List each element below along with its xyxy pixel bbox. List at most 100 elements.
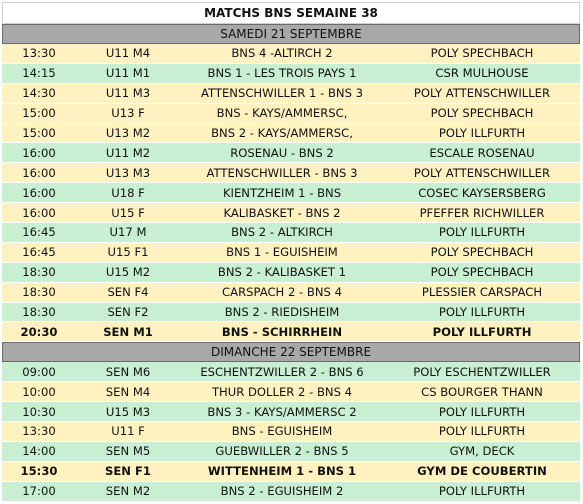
- match-row: 18:30 SEN F2 BNS 2 - RIEDISHEIM POLY ILLFUR…: [2, 302, 580, 323]
- match-venue: POLY SPECHBACH: [430, 46, 534, 61]
- match-time: 10:30: [22, 404, 56, 419]
- match-venue: POLY ILLFURTH: [438, 305, 526, 320]
- match-category: SEN F1: [105, 464, 151, 479]
- match-row: 10:00 SEN M4 THUR DOLLER 2 - BNS 4 CS BOURG…: [2, 382, 580, 403]
- match-venue: POLY ILLFURTH: [432, 324, 532, 339]
- match-row: 16:00 U18 F KIENTZHEIM 1 - BNS COSEC KAYSER…: [2, 183, 580, 204]
- match-category: SEN M1: [103, 324, 153, 339]
- match-venue: POLY ATTENSCHWILLER: [413, 165, 551, 180]
- match-category: SEN M2: [105, 484, 151, 499]
- match-row: 16:00 U13 M3 ATTENSCHWILLER - BNS 3 POLY AT…: [2, 163, 580, 184]
- match-time: 18:30: [22, 285, 56, 300]
- day-header: DIMANCHE 22 SEPTEMBRE: [2, 342, 580, 363]
- match-teams: ATTENSCHWILLER 1 - BNS 3: [200, 86, 363, 101]
- match-venue: GYM DE COUBERTIN: [417, 464, 547, 479]
- match-time: 16:45: [22, 225, 56, 240]
- match-category: U13 M2: [105, 126, 151, 140]
- match-category: U18 F: [111, 185, 145, 200]
- match-teams: ATTENSCHWILLER - BNS 3: [206, 165, 358, 180]
- match-venue: POLY ILLFURTH: [438, 404, 526, 419]
- match-teams: BNS 1 - EGUISHEIM: [226, 245, 338, 260]
- match-venue: CSR MULHOUSE: [435, 66, 529, 81]
- match-row: 15:00 U13 F BNS - KAYS/AMMERSC, POLY SPECHB…: [2, 103, 580, 124]
- match-time: 09:00: [22, 364, 56, 379]
- match-venue: POLY ILLFURTH: [438, 126, 526, 140]
- match-teams: KALIBASKET - BNS 2: [223, 205, 341, 220]
- match-row: 09:00 SEN M6 ESCHENTZWILLER 2 - BNS 6 POLY …: [2, 362, 580, 383]
- match-venue: PFEFFER RICHWILLER: [419, 205, 545, 220]
- match-teams: BNS 2 - ALTKIRCH: [231, 225, 333, 240]
- match-time: 16:00: [22, 165, 56, 180]
- match-time: 14:30: [22, 86, 56, 101]
- match-teams: BNS 2 - KALIBASKET 1: [217, 265, 347, 280]
- match-row: 15:30 SEN F1 WITTENHEIM 1 - BNS 1 GYM DE CO…: [2, 461, 580, 482]
- match-teams: BNS 3 - KAYS/AMMERSC 2: [207, 404, 357, 419]
- match-venue: POLY SPECHBACH: [430, 265, 534, 280]
- match-row: 13:30 U11 M4 BNS 4 -ALTIRCH 2 POLY SPECHBAC…: [2, 44, 580, 64]
- match-row: 14:00 SEN M5 GUEBWILLER 2 - BNS 5 GYM, DECK: [2, 441, 580, 462]
- match-row: 14:30 U11 M3 ATTENSCHWILLER 1 - BNS 3 POLY …: [2, 83, 580, 104]
- match-venue: GYM, DECK: [449, 444, 515, 459]
- match-venue: POLY ILLFURTH: [438, 484, 526, 499]
- match-time: 15:00: [22, 106, 56, 121]
- match-teams: BNS - KAYS/AMMERSC,: [216, 106, 348, 121]
- match-category: U11 M4: [105, 46, 151, 61]
- match-row: 13:30 U11 F BNS - EGUISHEIM POLY ILLFURTH: [2, 422, 580, 442]
- match-time: 15:30: [20, 464, 58, 479]
- match-teams: BNS - EGUISHEIM: [231, 424, 333, 439]
- match-teams: ESCHENTZWILLER 2 - BNS 6: [200, 364, 364, 379]
- match-category: U11 M2: [105, 145, 151, 160]
- match-teams: WITTENHEIM 1 - BNS 1: [207, 464, 357, 479]
- match-time: 16:00: [22, 205, 56, 220]
- match-category: U17 M: [109, 225, 147, 240]
- match-row: 18:30 U15 M2 BNS 2 - KALIBASKET 1 POLY SPEC…: [2, 262, 580, 283]
- match-category: U13 M3: [105, 165, 151, 180]
- day-header: SAMEDI 21 SEPTEMBRE: [2, 24, 580, 44]
- match-teams: BNS - SCHIRRHEIN: [221, 324, 343, 339]
- match-teams: BNS 2 - RIEDISHEIM: [224, 305, 340, 320]
- match-time: 16:00: [22, 145, 56, 160]
- schedule-body: SAMEDI 21 SEPTEMBRE 13:30 U11 M4 BNS 4 -ALT…: [2, 24, 580, 502]
- match-category: SEN F4: [107, 285, 149, 300]
- match-time: 10:00: [22, 384, 56, 399]
- match-time: 13:30: [22, 424, 56, 439]
- match-time: 18:30: [22, 305, 56, 320]
- match-teams: KIENTZHEIM 1 - BNS: [222, 185, 342, 200]
- match-venue: POLY SPECHBACH: [430, 245, 534, 260]
- match-time: 16:45: [22, 245, 56, 260]
- match-category: SEN F2: [107, 305, 149, 320]
- match-category: U11 F: [111, 424, 145, 439]
- match-row: 16:00 U15 F KALIBASKET - BNS 2 PFEFFER RICH…: [2, 203, 580, 224]
- match-time: 14:00: [22, 444, 56, 459]
- match-row: 17:00 SEN M2 BNS 2 - EGUISHEIM 2 POLY ILLFU…: [2, 481, 580, 502]
- match-teams: GUEBWILLER 2 - BNS 5: [215, 444, 349, 459]
- match-category: SEN M5: [105, 444, 151, 459]
- match-row: 16:00 U11 M2 ROSENAU - BNS 2 ESCALE ROSENAU: [2, 143, 580, 164]
- match-teams: BNS 2 - KAYS/AMMERSC,: [211, 126, 353, 140]
- match-venue: ESCALE ROSENAU: [429, 145, 535, 160]
- match-category: U13 F: [111, 106, 145, 121]
- match-category: U11 M1: [105, 66, 151, 81]
- match-row: 10:30 U15 M3 BNS 3 - KAYS/AMMERSC 2 POLY IL…: [2, 402, 580, 423]
- match-row: 15:00 U13 M2 BNS 2 - KAYS/AMMERSC, POLY ILL…: [2, 123, 580, 144]
- match-venue: COSEC KAYSERSBERG: [418, 185, 546, 200]
- match-venue: POLY ILLFURTH: [438, 424, 526, 439]
- match-category: U15 F: [111, 205, 145, 220]
- sheet-title: MATCHS BNS SEMAINE 38: [2, 2, 580, 24]
- match-row: 16:45 U15 F1 BNS 1 - EGUISHEIM POLY SPECHBA…: [2, 242, 580, 263]
- match-time: 13:30: [22, 46, 56, 61]
- match-row: 16:45 U17 M BNS 2 - ALTKIRCH POLY ILLFURTH: [2, 223, 580, 243]
- match-category: U15 F1: [107, 245, 149, 260]
- match-time: 20:30: [20, 324, 58, 339]
- match-time: 16:00: [22, 185, 56, 200]
- match-venue: POLY ESCHENTZWILLER: [413, 364, 551, 379]
- match-teams: BNS 4 -ALTIRCH 2: [231, 46, 333, 61]
- match-venue: CS BOURGER THANN: [421, 384, 543, 399]
- match-venue: POLY SPECHBACH: [430, 106, 534, 121]
- match-row: 20:30 SEN M1 BNS - SCHIRRHEIN POLY ILLFURTH: [2, 322, 580, 343]
- match-teams: BNS 1 - LES TROIS PAYS 1: [207, 66, 357, 81]
- match-venue: POLY ATTENSCHWILLER: [413, 86, 551, 101]
- match-teams: THUR DOLLER 2 - BNS 4: [211, 384, 353, 399]
- match-time: 14:15: [22, 66, 56, 81]
